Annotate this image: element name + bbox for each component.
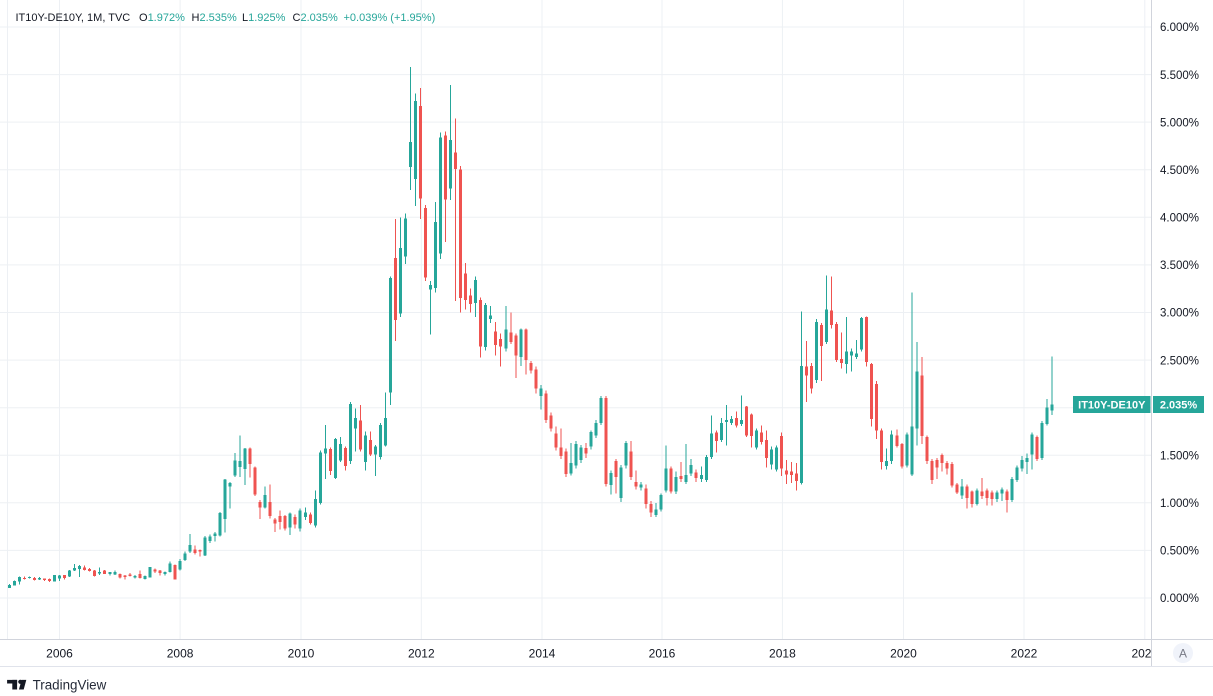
svg-text:2012: 2012 <box>408 647 435 661</box>
svg-text:2018: 2018 <box>769 647 796 661</box>
svg-text:A: A <box>1179 647 1187 661</box>
svg-text:2014: 2014 <box>529 647 556 661</box>
svg-text:2024: 2024 <box>1131 647 1158 661</box>
svg-text:C2.035%: C2.035% <box>293 12 338 24</box>
svg-text:O1.972%: O1.972% <box>139 12 185 24</box>
svg-text:3.000%: 3.000% <box>1160 308 1199 320</box>
svg-text:IT10Y-DE10Y: IT10Y-DE10Y <box>1078 400 1146 412</box>
svg-text:+0.039% (+1.95%): +0.039% (+1.95%) <box>344 12 436 24</box>
svg-text:4.000%: 4.000% <box>1160 213 1199 225</box>
svg-text:6.000%: 6.000% <box>1160 22 1199 34</box>
svg-text:5.000%: 5.000% <box>1160 117 1199 129</box>
svg-text:5.500%: 5.500% <box>1160 70 1199 82</box>
svg-text:TradingView: TradingView <box>33 677 107 692</box>
svg-text:2006: 2006 <box>46 647 73 661</box>
svg-text:0.500%: 0.500% <box>1160 546 1199 558</box>
svg-text:2010: 2010 <box>288 647 315 661</box>
svg-text:L1.925%: L1.925% <box>242 12 286 24</box>
svg-text:2022: 2022 <box>1011 647 1038 661</box>
svg-text:3.500%: 3.500% <box>1160 260 1199 272</box>
svg-text:4.500%: 4.500% <box>1160 165 1199 177</box>
svg-text:1.500%: 1.500% <box>1160 450 1199 462</box>
svg-text:2.500%: 2.500% <box>1160 355 1199 367</box>
svg-text:2016: 2016 <box>649 647 676 661</box>
svg-text:1.000%: 1.000% <box>1160 498 1199 510</box>
svg-text:IT10Y-DE10Y, 1M, TVC: IT10Y-DE10Y, 1M, TVC <box>16 12 131 24</box>
svg-text:0.000%: 0.000% <box>1160 593 1199 605</box>
svg-text:H2.535%: H2.535% <box>192 12 237 24</box>
svg-text:2020: 2020 <box>890 647 917 661</box>
svg-text:2008: 2008 <box>167 647 194 661</box>
svg-text:2.035%: 2.035% <box>1160 400 1198 412</box>
